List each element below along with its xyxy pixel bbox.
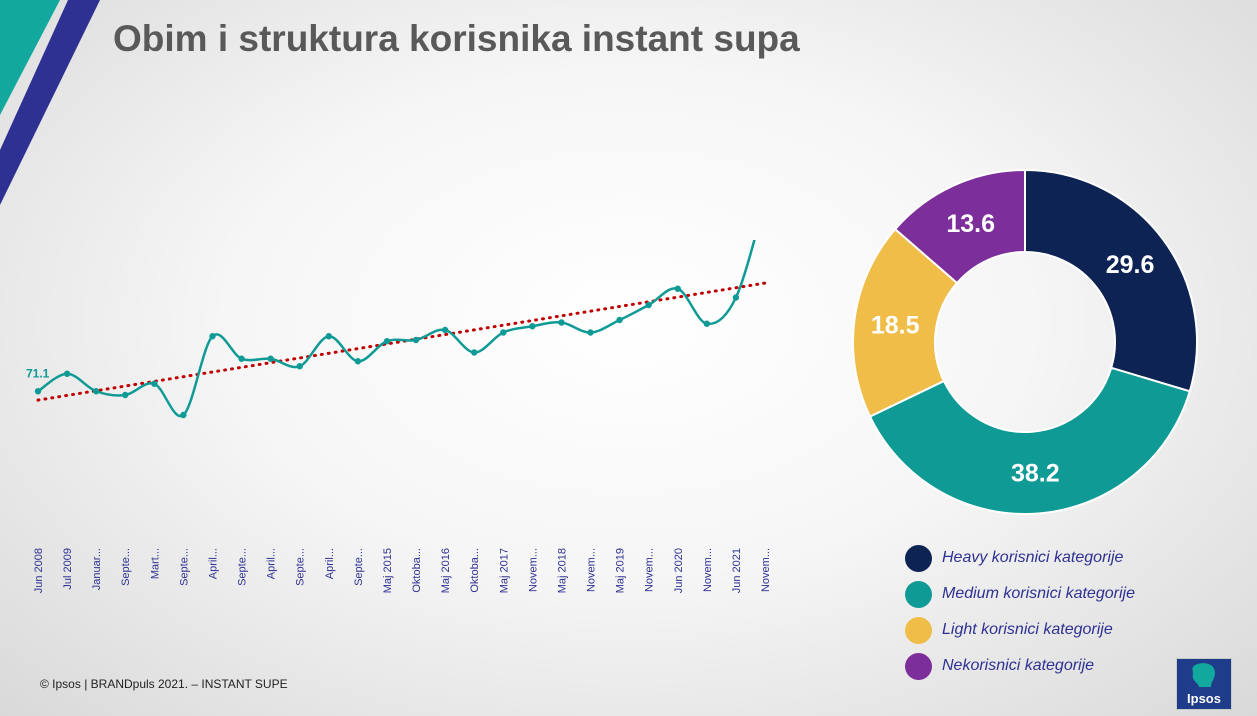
data-point: [529, 323, 536, 330]
data-point: [732, 294, 740, 301]
donut-slice: [1024, 168, 1198, 393]
x-tick-label: Oktoba...: [411, 548, 423, 593]
x-tick-label: Septe...: [178, 548, 190, 586]
ipsos-logo: Ipsos: [1176, 658, 1232, 710]
legend-item: Heavy korisnici kategorije: [905, 540, 1135, 576]
legend-swatch: [905, 580, 932, 608]
legend-label: Light korisnici kategorije: [942, 621, 1113, 638]
footer-copyright: © Ipsos | BRANDpuls 2021. – INSTANT SUPE: [40, 677, 288, 691]
logo-text: Ipsos: [1187, 691, 1221, 706]
data-point: [63, 370, 71, 377]
data-point: [471, 349, 478, 356]
data-label-last: 86.3: [753, 240, 777, 243]
data-point: [209, 333, 216, 340]
corner-purple-stripe: [0, 0, 100, 205]
legend-swatch: [905, 616, 932, 644]
corner-decoration: [0, 0, 100, 205]
x-tick-label: Novem...: [760, 548, 772, 592]
data-point: [325, 333, 332, 340]
x-tick-label: Maj 2018: [556, 548, 568, 593]
data-point: [34, 388, 42, 395]
x-tick-label: Maj 2019: [615, 548, 627, 593]
legend-item: Medium korisnici kategorije: [905, 576, 1135, 612]
series-line: [37, 240, 756, 418]
x-tick-label: April...: [266, 548, 278, 579]
data-point: [238, 355, 245, 362]
x-tick-label: Novem...: [527, 548, 539, 592]
data-point: [616, 316, 623, 324]
x-tick-label: Januar...: [91, 548, 103, 590]
legend-item: Light korisnici kategorije: [905, 612, 1135, 648]
data-point: [92, 388, 100, 395]
legend-label: Medium korisnici kategorije: [942, 585, 1135, 602]
data-point: [441, 326, 449, 334]
page-title: Obim i struktura korisnika instant supa: [113, 18, 800, 59]
data-point: [674, 285, 681, 292]
data-point: [645, 301, 652, 309]
donut-slice: [868, 366, 1192, 515]
x-tick-label: Mart...: [149, 548, 161, 579]
legend-item: Nekorisnici kategorije: [905, 648, 1135, 684]
x-tick-label: Septe...: [120, 548, 132, 586]
data-point: [354, 358, 362, 365]
data-point: [383, 338, 391, 345]
data-point: [587, 329, 594, 336]
x-tick-label: Novem...: [702, 548, 714, 592]
x-tick-label: Septe...: [237, 548, 249, 586]
x-tick-label: Jun 2008: [33, 548, 45, 593]
data-point: [267, 355, 274, 362]
x-tick-label: Jun 2021: [731, 548, 743, 593]
data-point: [151, 380, 158, 387]
donut-slice: [852, 227, 959, 418]
donut-legend: Heavy korisnici kategorije Medium korisni…: [905, 540, 1135, 684]
x-tick-label: Novem...: [644, 548, 656, 592]
data-point: [296, 363, 303, 370]
legend-label: Heavy korisnici kategorije: [942, 549, 1124, 566]
x-tick-label: Maj 2016: [440, 548, 452, 593]
data-point: [558, 319, 565, 326]
slice-value-label: 38.2: [1011, 460, 1060, 488]
corner-teal-stripe: [0, 0, 60, 115]
x-tick-label: Maj 2015: [382, 548, 394, 593]
line-chart: 71.1 86.3 Jun 2008 Jul 2009 Januar... Septe..…: [26, 240, 777, 593]
donut-chart: 29.6 38.2 18.5 13.6: [852, 168, 1198, 515]
data-point: [412, 336, 420, 344]
x-tick-label: Septe...: [295, 548, 307, 586]
donut-slice: [893, 168, 1026, 285]
x-tick-label: Jun 2020: [673, 548, 685, 593]
x-tick-label: Septe...: [353, 548, 365, 586]
x-tick-label: Oktoba...: [469, 548, 481, 593]
slice-value-label: 18.5: [871, 312, 920, 340]
x-tick-label: April...: [207, 548, 219, 579]
x-tick-label: April...: [324, 548, 336, 579]
data-point: [180, 411, 187, 419]
legend-label: Nekorisnici kategorije: [942, 657, 1095, 674]
x-tick-label: Novem...: [586, 548, 598, 592]
data-point: [500, 329, 507, 336]
x-tick-label: Jul 2009: [62, 548, 74, 590]
data-point: [122, 391, 129, 399]
data-point: [703, 320, 711, 327]
legend-swatch: [905, 544, 932, 572]
slice-value-label: 13.6: [946, 210, 995, 238]
legend-swatch: [905, 652, 932, 680]
x-tick-label: Maj 2017: [498, 548, 510, 593]
data-label-first: 71.1: [26, 366, 50, 380]
logo-head-icon: [1192, 663, 1215, 687]
slice-value-label: 29.6: [1106, 251, 1155, 279]
